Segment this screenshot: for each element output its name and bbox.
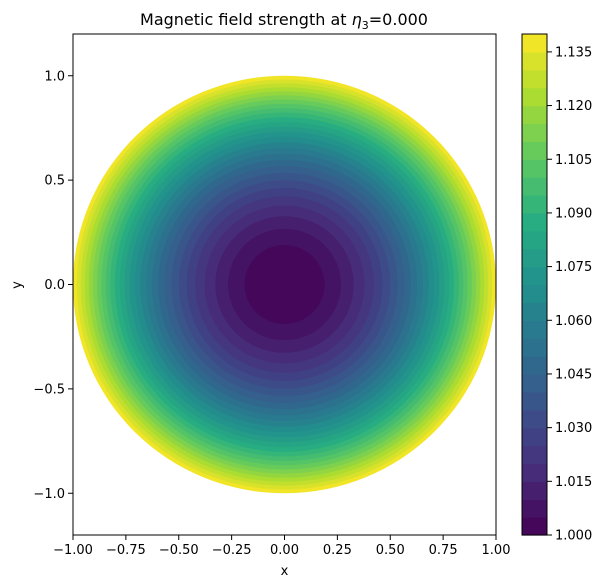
colorbar-level [522,105,547,125]
y-tick-label: 0.0 [44,278,65,293]
colorbar-level [522,87,547,107]
colorbar-level [522,391,547,411]
colorbar-level [522,177,547,196]
colorbar-tick-label: 1.120 [555,99,592,114]
colorbar-ticks: 1.000 1.015 1.030 1.045 1.060 1.075 1.090 1.105… [547,45,592,544]
colorbar-tick-label: 1.075 [555,260,592,275]
colorbar-frame [521,33,548,536]
x-axis-ticks: −1.00 −0.75 −0.50 −0.25 0.00 0.25 0.50 0.75 1.00 [53,535,510,558]
colorbar-level [522,141,547,160]
colorbar-level [522,34,547,53]
colorbar-tick-label: 1.030 [555,421,592,436]
colorbar-level [522,356,547,375]
colorbar-level [522,159,547,178]
colorbar-level [522,51,547,71]
x-tick-label: −0.25 [212,543,252,558]
colorbar-level [522,320,547,339]
chart-title: Magnetic field strength at η3=0.000 [140,10,428,32]
y-tick-label: −1.0 [33,487,65,502]
x-tick-label: 1.00 [482,543,511,558]
colorbar-level [522,195,547,214]
colorbar-level [522,248,547,268]
x-tick-label: 0.25 [323,543,352,558]
colorbar-level [522,517,547,536]
contour-band [244,245,325,324]
x-tick-label: 0.00 [270,543,299,558]
colorbar-level [522,302,547,321]
colorbar-level [522,427,547,447]
y-tick-label: 1.0 [44,69,65,84]
colorbar-tick-label: 1.105 [555,153,592,168]
colorbar-level [522,481,547,500]
colorbar-tick-label: 1.000 [555,529,592,544]
colorbar-level [522,123,547,142]
colorbar-tick-label: 1.060 [555,314,592,329]
colorbar-level [522,284,547,303]
colorbar-level [522,338,547,357]
colorbar-level [522,212,547,232]
colorbar-tick-label: 1.015 [555,475,592,490]
colorbar-tick-label: 1.090 [555,206,592,221]
colorbar-level [522,463,547,482]
colorbar-level [522,266,547,286]
colorbar-level [522,409,547,429]
colorbar-tick-label: 1.045 [555,367,592,382]
y-axis-ticks: −1.0 −0.5 0.0 0.5 1.0 [33,69,73,502]
x-tick-label: 0.50 [376,543,405,558]
colorbar-level [522,69,547,89]
colorbar-level [522,230,547,250]
y-tick-label: 0.5 [44,174,65,189]
colorbar [522,34,547,536]
colorbar-tick-label: 1.135 [555,45,592,60]
x-tick-label: −0.75 [106,543,146,558]
x-tick-label: −0.50 [159,543,199,558]
colorbar-level [522,373,547,393]
x-tick-label: 0.75 [429,543,458,558]
y-axis-label: y [10,281,25,289]
colorbar-level [522,499,547,518]
colorbar-level [522,445,547,465]
x-axis-label: x [281,564,289,579]
y-tick-label: −0.5 [33,382,65,397]
x-tick-label: −1.00 [53,543,93,558]
plot-area [73,75,496,494]
